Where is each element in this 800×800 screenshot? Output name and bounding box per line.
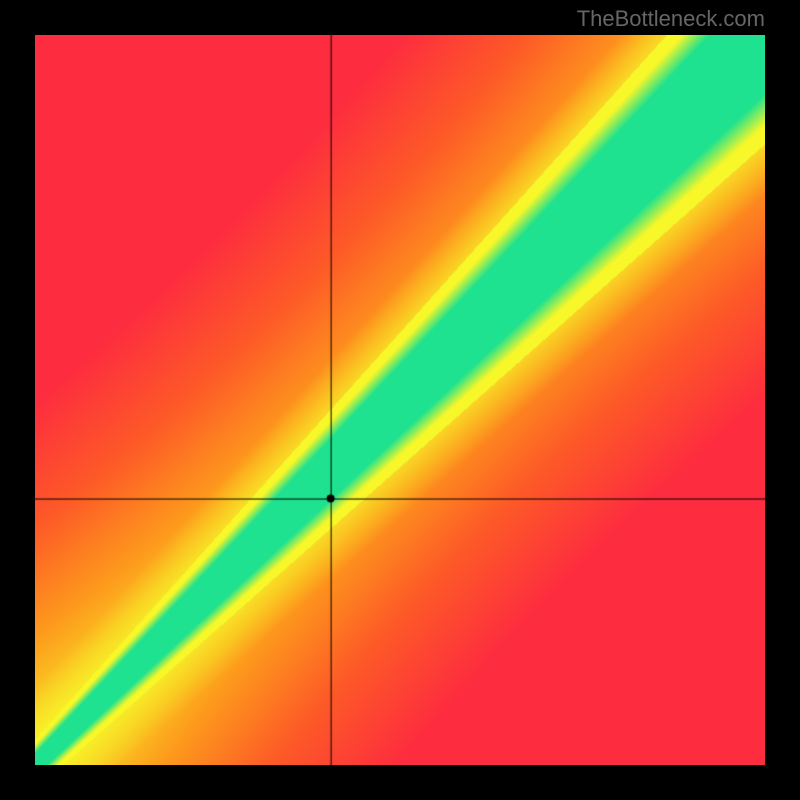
heatmap-canvas — [35, 35, 765, 765]
plot-area — [35, 35, 765, 765]
chart-container: TheBottleneck.com — [0, 0, 800, 800]
watermark-text: TheBottleneck.com — [577, 6, 765, 32]
